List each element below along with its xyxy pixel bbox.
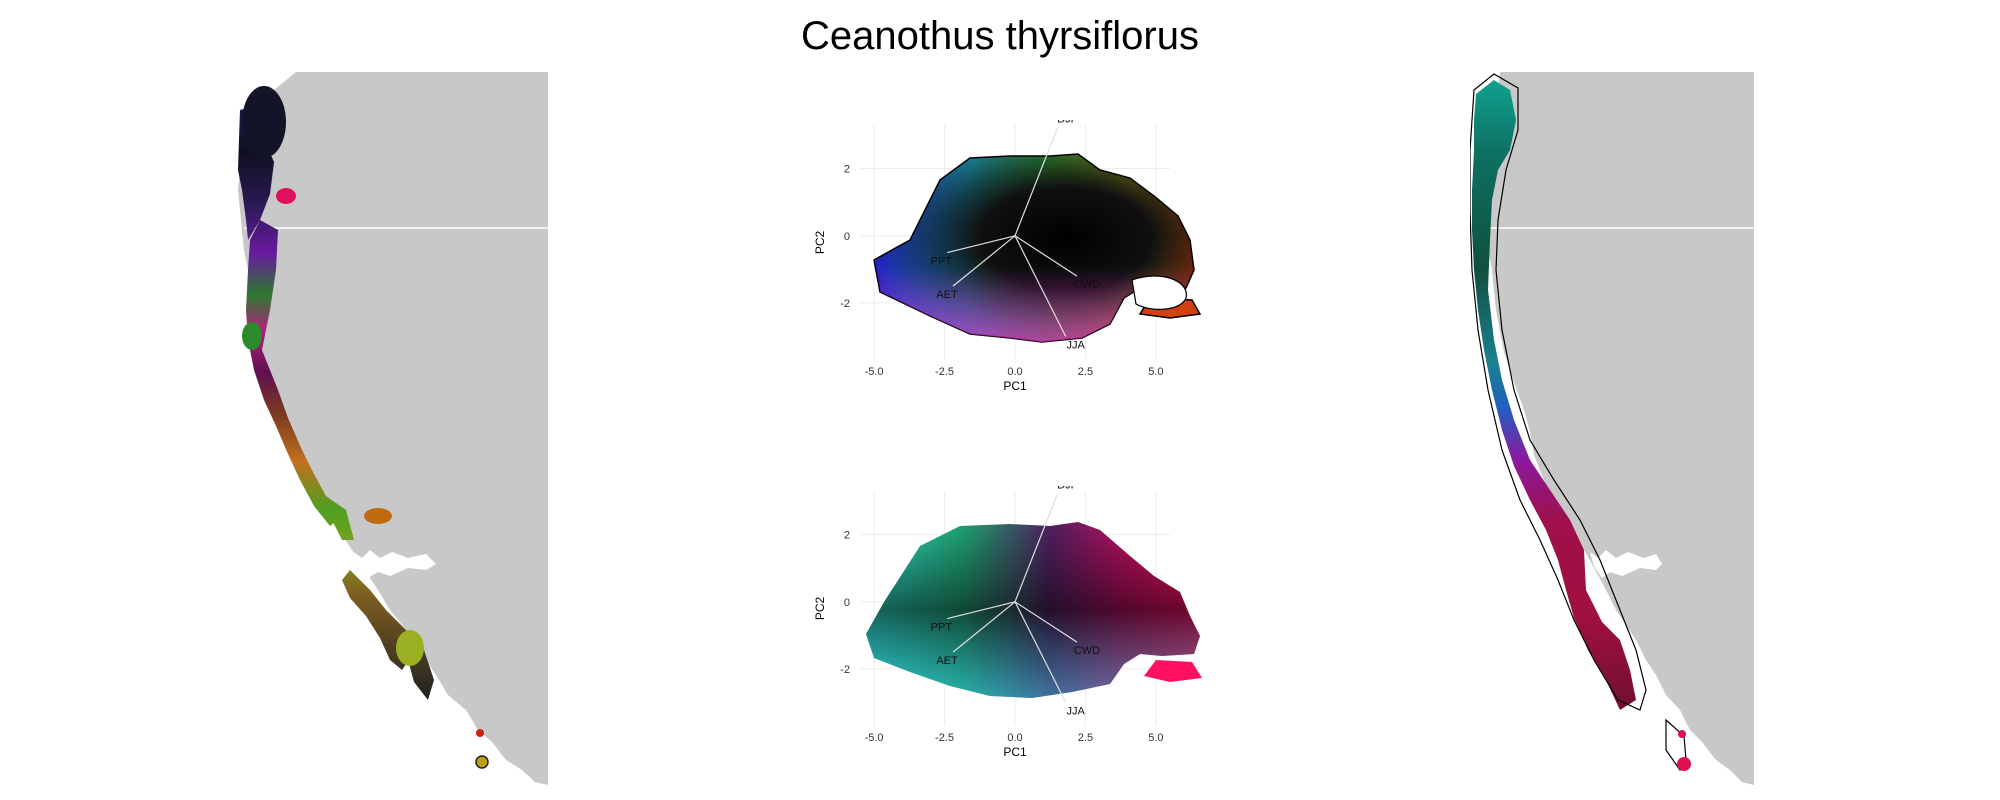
x-tick-label: 2.5	[1078, 732, 1093, 744]
right-map	[1470, 72, 1754, 785]
vector-aet	[952, 601, 1016, 653]
vector-label-djf: DJF	[1057, 120, 1077, 125]
vector-jja	[1014, 235, 1067, 337]
x-tick-label: -5.0	[865, 732, 884, 744]
x-axis-label: PC1	[1003, 745, 1027, 759]
vector-cwd	[1014, 601, 1078, 643]
climate-cloud-notch	[1131, 275, 1187, 310]
vector-ppt	[947, 601, 1016, 620]
island-point-yellow	[475, 755, 489, 769]
range-patch-orange	[364, 508, 392, 524]
vector-aet	[952, 235, 1016, 287]
range-patch-lime	[396, 630, 424, 666]
vector-label-jja: JJA	[1067, 706, 1086, 718]
vector-label-cwd: CWD	[1074, 279, 1100, 291]
x-tick-label: -2.5	[935, 732, 954, 744]
climate-cloud-shade	[866, 522, 1200, 698]
vector-label-aet: AET	[936, 655, 958, 667]
island-point-pink	[1678, 730, 1686, 738]
vector-label-ppt: PPT	[931, 256, 953, 268]
x-tick-label: 2.5	[1078, 366, 1093, 378]
vector-djf	[1014, 128, 1058, 237]
range-patch-pink	[276, 188, 296, 204]
vector-label-cwd: CWD	[1074, 645, 1100, 657]
vector-ppt	[947, 235, 1016, 254]
x-tick-label: 5.0	[1148, 732, 1163, 744]
y-tick-label: 2	[844, 164, 850, 176]
y-tick-label: 0	[844, 597, 850, 609]
land-polygon	[238, 72, 548, 785]
range-hull-outline	[1470, 73, 1647, 711]
island-point-red	[476, 729, 484, 737]
y-tick-label: -2	[840, 664, 850, 676]
bay-cutout	[1590, 550, 1662, 578]
climate-cloud-pink-tail	[1144, 660, 1202, 682]
climate-pca-bottom: DJF PPT AET CWD JJA -5.0 -2.5 0.0 2.5 5.0 2 0 -2 PC1…	[813, 486, 1202, 759]
y-tick-label: -2	[840, 298, 850, 310]
land-polygon	[1482, 72, 1754, 785]
chart-title: Ceanothus thyrsiflorus	[801, 14, 1199, 58]
vector-jja	[1014, 601, 1067, 703]
y-axis-label: PC2	[813, 597, 827, 621]
left-map	[238, 72, 548, 785]
vector-cwd	[1014, 235, 1078, 277]
vector-djf	[1014, 494, 1058, 603]
y-tick-label: 2	[844, 530, 850, 542]
x-tick-label: 5.0	[1148, 366, 1163, 378]
x-tick-label: 0.0	[1007, 732, 1022, 744]
vector-label-ppt: PPT	[931, 622, 953, 634]
bay-cutout	[354, 550, 436, 578]
x-tick-label: 0.0	[1007, 366, 1022, 378]
y-axis-label: PC2	[813, 231, 827, 255]
island-point-pink-large	[1677, 757, 1691, 771]
range-patch-green	[242, 322, 262, 350]
vector-label-aet: AET	[936, 289, 958, 301]
range-strip	[1472, 80, 1636, 710]
vector-label-djf: DJF	[1057, 486, 1077, 491]
x-tick-label: -5.0	[865, 366, 884, 378]
vector-label-jja: JJA	[1067, 340, 1086, 352]
x-axis-label: PC1	[1003, 379, 1027, 393]
range-patch-north	[242, 86, 286, 158]
x-tick-label: -2.5	[935, 366, 954, 378]
climate-pca-top: DJF PPT AET CWD JJA -5.0 -2.5 0.0 2.5 5.0 2 0 -2 PC1…	[813, 120, 1202, 393]
y-tick-label: 0	[844, 231, 850, 243]
